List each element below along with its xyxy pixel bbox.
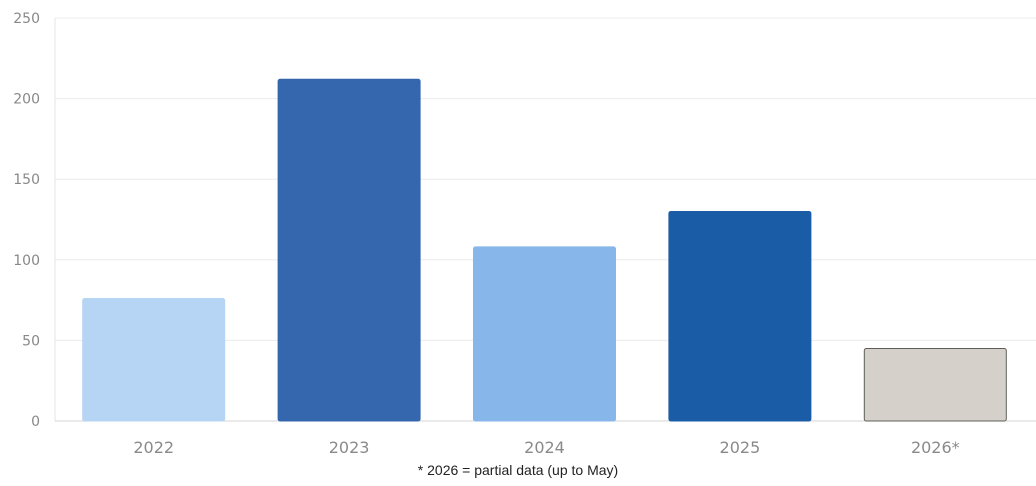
x-tick-label: 2024 <box>524 438 565 457</box>
y-axis-ticks: 0 50 100 150 200 250 <box>13 11 40 430</box>
chart-footnote: * 2026 = partial data (up to May) <box>417 462 619 478</box>
grid-lines <box>55 17 1036 341</box>
y-tick-label: 0 <box>31 414 40 430</box>
bar-2022 <box>82 297 226 422</box>
y-tick-label: 100 <box>13 253 40 269</box>
bar-2024 <box>473 246 616 422</box>
bar-2025 <box>668 210 812 422</box>
y-tick-label: 250 <box>13 11 40 27</box>
x-tick-label: 2022 <box>133 438 174 457</box>
x-tick-label: 2026* <box>911 438 960 457</box>
bar-2026 <box>863 347 1007 422</box>
y-tick-label: 200 <box>13 92 40 108</box>
x-axis-labels: 2022 2023 2024 2025 2026* <box>133 438 959 457</box>
y-tick-label: 150 <box>13 172 40 188</box>
y-tick-label: 50 <box>22 333 40 349</box>
bars <box>82 78 1007 422</box>
bar-2023 <box>277 78 421 422</box>
x-tick-label: 2025 <box>720 438 761 457</box>
x-tick-label: 2023 <box>329 438 370 457</box>
